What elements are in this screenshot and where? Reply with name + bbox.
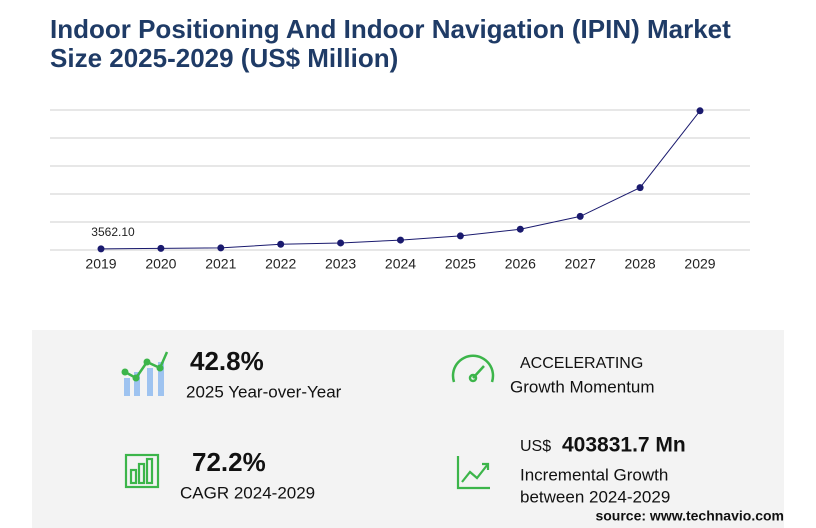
title-line: Size 2025-2029 (US$ Million) (50, 43, 398, 73)
point (277, 240, 285, 248)
gauge-icon (451, 354, 495, 383)
x-tick-label: 2026 (505, 256, 536, 272)
title-line: Indoor Positioning And Indoor Navigation… (50, 14, 731, 44)
x-tick-label: 2028 (625, 256, 656, 272)
point (516, 225, 524, 233)
stat-label: between 2024-2029 (520, 487, 670, 506)
x-tick-label: 2022 (265, 256, 296, 272)
stat-value: 42.8% (190, 346, 264, 376)
growth-icon (121, 351, 169, 396)
bars-icon (124, 453, 160, 489)
x-tick-label: 2020 (145, 256, 176, 272)
x-tick-label: 2025 (445, 256, 476, 272)
point (157, 244, 165, 252)
stat-label: Growth Momentum (510, 377, 655, 396)
x-tick-label: 2019 (85, 256, 116, 272)
x-tick-label: 2023 (325, 256, 356, 272)
value-label: 3562.10 (91, 225, 135, 239)
stat-value: 403831.7 Mn (562, 434, 686, 457)
point (97, 245, 105, 253)
chart: 2019 2020 2021 2022 2023 2024 2025 2026 2027 2028… (50, 107, 750, 272)
point (636, 184, 644, 192)
stat-value: ACCELERATING (520, 355, 643, 372)
stat-prefix: US$ (520, 438, 551, 455)
x-tick-label: 2021 (205, 256, 236, 272)
point (576, 212, 584, 220)
point (217, 244, 225, 252)
x-tick-label: 2027 (565, 256, 596, 272)
point (337, 239, 345, 247)
line (100, 110, 701, 250)
x-tick-label: 2029 (684, 256, 715, 272)
x-tick-label: 2024 (385, 256, 416, 272)
trend-icon (456, 456, 490, 490)
point (397, 236, 404, 244)
stat-label: CAGR 2024-2029 (180, 483, 315, 502)
stats-panel (32, 330, 784, 528)
stat-label: Incremental Growth (520, 465, 668, 484)
source: source: www.technavio.com (595, 508, 784, 524)
stat-label: 2025 Year-over-Year (186, 382, 342, 401)
stat-value: 72.2% (192, 447, 266, 477)
point (456, 232, 464, 240)
point (696, 107, 704, 115)
